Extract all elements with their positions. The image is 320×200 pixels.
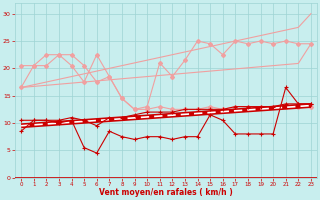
X-axis label: Vent moyen/en rafales ( km/h ): Vent moyen/en rafales ( km/h ) xyxy=(99,188,233,197)
